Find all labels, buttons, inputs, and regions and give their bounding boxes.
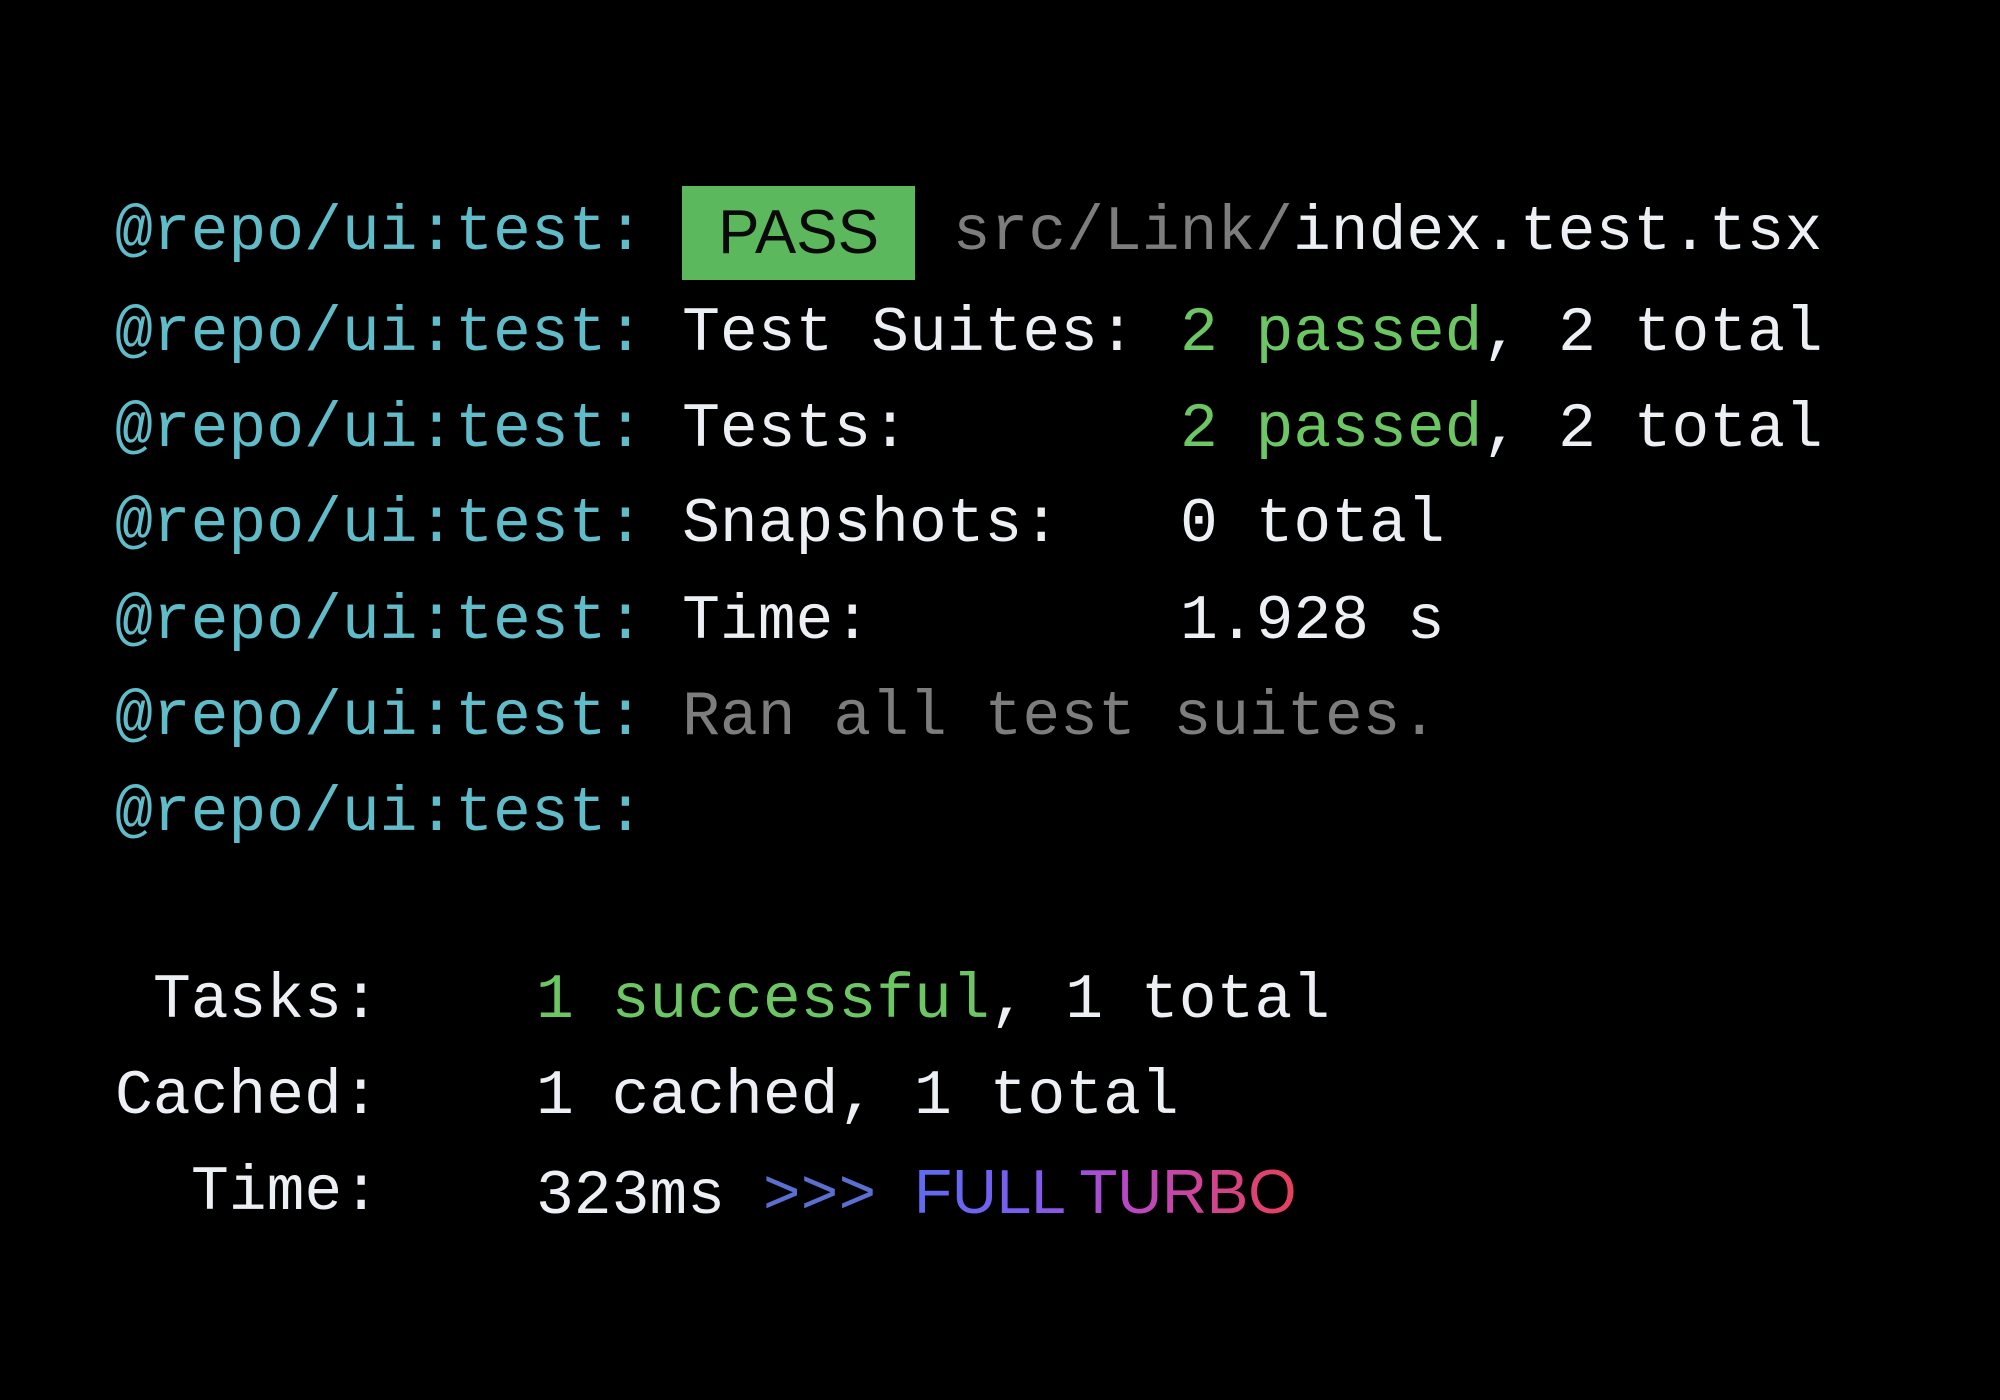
- task-prefix: @repo/ui:test:: [115, 489, 645, 560]
- suites-passed: 2 passed: [1180, 298, 1483, 369]
- summary-time: Time: 323ms >>> FULL TURBO: [115, 1145, 1965, 1241]
- tasks-total: , 1 total: [989, 965, 1330, 1036]
- time-value: 1.928 s: [1180, 586, 1445, 657]
- task-prefix: @repo/ui:test:: [115, 778, 645, 849]
- turbo-arrows: >>>: [762, 1161, 877, 1232]
- tests-passed: 2 passed: [1180, 394, 1483, 465]
- cached-value: 1 cached, 1 total: [536, 1061, 1179, 1132]
- log-line-time: @repo/ui:test: Time: 1.928 s: [115, 574, 1965, 670]
- ran-all-text: Ran all test suites.: [682, 682, 1439, 753]
- cached-label: Cached:: [115, 1061, 380, 1132]
- task-prefix: @repo/ui:test:: [115, 298, 645, 369]
- log-line-suites: @repo/ui:test: Test Suites: 2 passed, 2 t…: [115, 286, 1965, 382]
- test-file-dir: src/Link/: [952, 197, 1293, 268]
- snapshots-value: 0 total: [1180, 489, 1445, 560]
- summary-cached: Cached: 1 cached, 1 total: [115, 1049, 1965, 1145]
- test-file-name: index.test.tsx: [1293, 197, 1823, 268]
- log-line-snapshots: @repo/ui:test: Snapshots: 0 total: [115, 477, 1965, 573]
- log-line-pass: @repo/ui:test: PASS src/Link/index.test.…: [115, 185, 1965, 281]
- task-prefix: @repo/ui:test:: [115, 682, 645, 753]
- suites-label: Test Suites:: [682, 298, 1136, 369]
- summary-time-label: Time:: [191, 1157, 381, 1228]
- summary-tasks: Tasks: 1 successful, 1 total: [115, 953, 1965, 1049]
- time-label: Time:: [682, 586, 872, 657]
- snapshots-label: Snapshots:: [682, 489, 1061, 560]
- tasks-successful: 1 successful: [536, 965, 990, 1036]
- task-prefix: @repo/ui:test:: [115, 394, 645, 465]
- log-line-ran: @repo/ui:test: Ran all test suites.: [115, 670, 1965, 766]
- tests-total: , 2 total: [1482, 394, 1823, 465]
- log-line-tests: @repo/ui:test: Tests: 2 passed, 2 total: [115, 382, 1965, 478]
- tests-label: Tests:: [682, 394, 909, 465]
- full-turbo-label: FULL TURBO: [914, 1158, 1297, 1227]
- suites-total: , 2 total: [1482, 298, 1823, 369]
- log-line-empty: @repo/ui:test:: [115, 766, 1965, 862]
- summary-time-value: 323ms: [536, 1161, 726, 1232]
- tasks-label: Tasks:: [153, 965, 380, 1036]
- task-prefix: @repo/ui:test:: [115, 586, 645, 657]
- pass-badge: PASS: [682, 186, 915, 280]
- task-prefix: @repo/ui:test:: [115, 197, 645, 268]
